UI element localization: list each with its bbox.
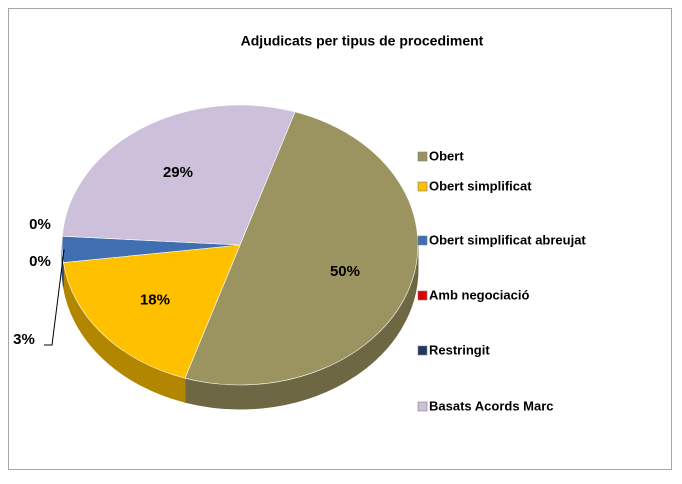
pie-slice	[63, 244, 241, 379]
legend-label: Obert	[429, 148, 464, 163]
legend-label: Amb negociació	[429, 287, 529, 302]
data-label: 50%	[330, 263, 360, 280]
legend-swatch	[417, 235, 428, 246]
leader-line	[44, 249, 65, 346]
data-label: 0%	[29, 253, 51, 270]
legend-swatch	[417, 151, 428, 162]
legend-label: Basats Acords Marc	[429, 398, 554, 413]
legend-label: Obert simplificat	[429, 178, 532, 193]
pie-slice	[62, 104, 296, 246]
legend-label: Restringit	[429, 342, 490, 357]
legend-label: Obert simplificat abreujat	[429, 232, 586, 247]
pie-tops	[61, 104, 419, 386]
data-label: 29%	[163, 164, 193, 181]
legend-swatch	[417, 290, 428, 301]
legend-swatch	[417, 401, 428, 412]
data-label: 0%	[29, 216, 51, 233]
legend-swatch	[417, 345, 428, 356]
legend-swatch	[417, 181, 428, 192]
data-label: 3%	[13, 331, 35, 348]
data-label: 18%	[140, 291, 170, 308]
chart-title: Adjudicats per tipus de procediment	[241, 33, 484, 49]
pie-slice	[184, 111, 419, 386]
